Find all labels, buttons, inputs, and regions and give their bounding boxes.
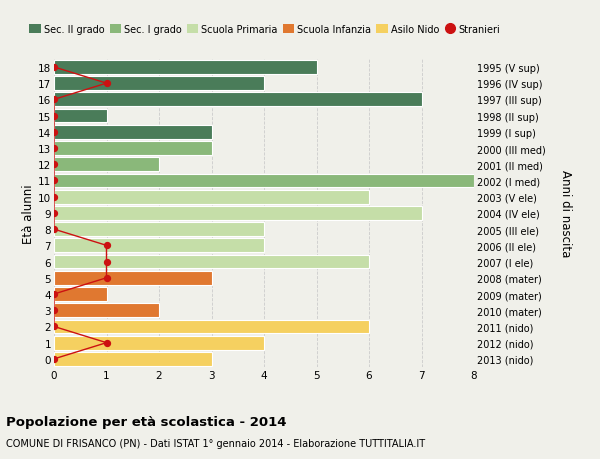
Point — [102, 80, 112, 88]
Point — [49, 129, 59, 136]
Point — [102, 339, 112, 347]
Bar — [54, 336, 264, 350]
Point — [49, 323, 59, 330]
Point — [49, 177, 59, 185]
Point — [49, 194, 59, 201]
Bar — [54, 77, 264, 91]
Bar — [54, 320, 369, 334]
Point — [49, 112, 59, 120]
Bar — [54, 61, 317, 75]
Point — [49, 307, 59, 314]
Bar — [54, 174, 474, 188]
Point — [49, 161, 59, 168]
Bar — [54, 93, 421, 107]
Bar — [54, 223, 264, 236]
Y-axis label: Età alunni: Età alunni — [22, 184, 35, 243]
Bar — [54, 109, 107, 123]
Point — [49, 64, 59, 72]
Bar — [54, 255, 369, 269]
Legend: Sec. II grado, Sec. I grado, Scuola Primaria, Scuola Infanzia, Asilo Nido, Stran: Sec. II grado, Sec. I grado, Scuola Prim… — [29, 24, 500, 34]
Point — [49, 96, 59, 104]
Bar — [54, 271, 212, 285]
Point — [102, 274, 112, 282]
Point — [49, 355, 59, 363]
Bar — [54, 287, 107, 301]
Point — [102, 258, 112, 266]
Bar — [54, 190, 369, 204]
Y-axis label: Anni di nascita: Anni di nascita — [559, 170, 572, 257]
Point — [49, 210, 59, 217]
Bar — [54, 126, 212, 140]
Point — [49, 145, 59, 152]
Bar — [54, 207, 421, 220]
Point — [49, 226, 59, 233]
Bar — [54, 142, 212, 156]
Point — [102, 242, 112, 250]
Bar — [54, 239, 264, 253]
Text: Popolazione per età scolastica - 2014: Popolazione per età scolastica - 2014 — [6, 415, 287, 428]
Point — [49, 291, 59, 298]
Text: COMUNE DI FRISANCO (PN) - Dati ISTAT 1° gennaio 2014 - Elaborazione TUTTITALIA.I: COMUNE DI FRISANCO (PN) - Dati ISTAT 1° … — [6, 438, 425, 448]
Bar — [54, 304, 159, 318]
Bar — [54, 352, 212, 366]
Bar — [54, 158, 159, 172]
